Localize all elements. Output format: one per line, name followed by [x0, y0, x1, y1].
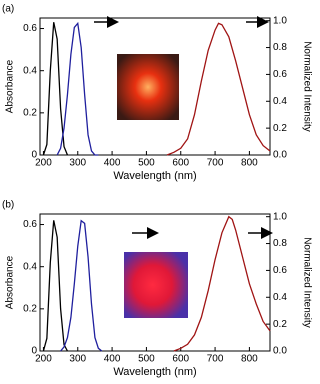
panel-label: (b)	[2, 200, 14, 211]
x-axis-title: Wavelength (nm)	[113, 366, 196, 378]
x-tick-label: 700	[207, 354, 224, 365]
inset-photo	[124, 252, 188, 318]
spectrum-line	[42, 220, 69, 352]
y2-tick-label: 0.0	[273, 346, 287, 357]
inset-photo	[117, 54, 179, 120]
spectrum-line	[166, 22, 271, 156]
plot-frame	[39, 213, 271, 352]
y2-tick-label: 1.0	[273, 15, 287, 26]
x-tick-label: 200	[35, 354, 52, 365]
y-tick-label: 0.6	[23, 23, 37, 34]
plot-frame	[39, 17, 271, 156]
y2-axis-title: Normalized Intensity	[301, 41, 312, 132]
y-tick-label: 0.2	[23, 303, 37, 314]
x-tick-label: 700	[207, 158, 224, 169]
y2-tick-label: 1.0	[273, 211, 287, 222]
x-tick-label: 600	[172, 354, 189, 365]
y-tick-label: 0.4	[23, 261, 37, 272]
x-tick-label: 200	[35, 158, 52, 169]
y2-tick-label: 0.4	[273, 292, 287, 303]
spectrum-line	[56, 21, 99, 156]
y-tick-label: 0.2	[23, 107, 37, 118]
y2-tick-label: 0.2	[273, 123, 287, 134]
x-tick-label: 800	[241, 158, 258, 169]
y2-tick-label: 0.2	[273, 319, 287, 330]
x-tick-label: 500	[138, 158, 155, 169]
y2-tick-label: 0.0	[273, 150, 287, 161]
y-tick-label: 0	[31, 150, 37, 161]
y-axis-title: Absorbance	[5, 59, 16, 113]
x-tick-label: 800	[241, 354, 258, 365]
y2-tick-label: 0.8	[273, 238, 287, 249]
spectrum-line	[60, 219, 103, 352]
y2-tick-label: 0.8	[273, 42, 287, 53]
y2-tick-label: 0.6	[273, 69, 287, 80]
y-axis-title: Absorbance	[5, 255, 16, 309]
x-tick-label: 600	[172, 158, 189, 169]
y-tick-label: 0.4	[23, 65, 37, 76]
y-tick-label: 0.6	[23, 219, 37, 230]
x-axis-title: Wavelength (nm)	[113, 170, 196, 182]
y-tick-label: 0	[31, 346, 37, 357]
spectrum-line	[173, 215, 271, 352]
x-tick-label: 400	[104, 158, 121, 169]
y2-tick-label: 0.4	[273, 96, 287, 107]
panel-label: (a)	[2, 4, 14, 15]
y2-tick-label: 0.6	[273, 265, 287, 276]
y2-axis-title: Normalized Intensity	[301, 237, 312, 328]
x-tick-label: 500	[138, 354, 155, 365]
x-tick-label: 300	[69, 354, 86, 365]
x-tick-label: 400	[104, 354, 121, 365]
x-tick-label: 300	[69, 158, 86, 169]
spectrum-line	[42, 22, 69, 156]
